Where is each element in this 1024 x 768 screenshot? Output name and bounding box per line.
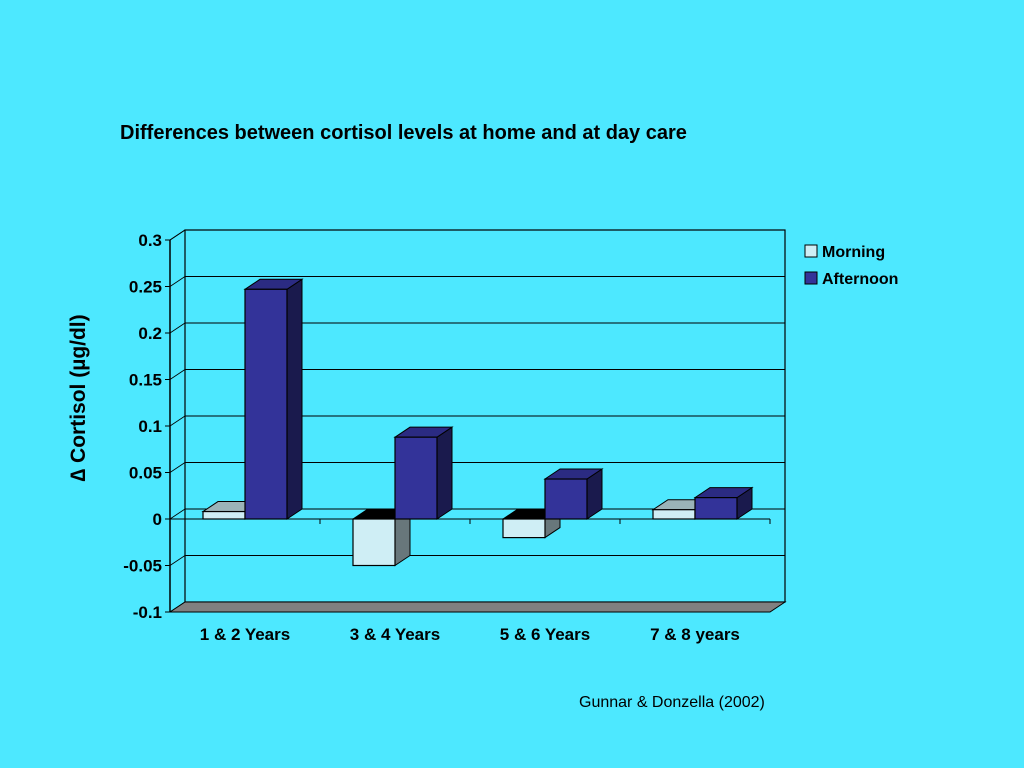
y-tick-label: 0	[153, 510, 162, 529]
legend-swatch-afternoon	[804, 271, 818, 285]
x-tick-label: 5 & 6 Years	[500, 625, 590, 644]
bar-front	[394, 436, 438, 520]
bar-front	[202, 510, 246, 520]
bar-afternoon-1	[243, 278, 304, 520]
y-tick-label: -0.1	[133, 603, 162, 622]
side-wall-tick	[169, 322, 186, 334]
bar-side	[286, 278, 303, 520]
bar-front	[694, 497, 738, 520]
source-citation: Gunnar & Donzella (2002)	[579, 694, 765, 711]
bar-side	[436, 426, 453, 520]
bar-afternoon-3	[543, 468, 604, 520]
chart-title: Differences between cortisol levels at h…	[120, 122, 687, 144]
side-wall-tick	[169, 276, 186, 287]
legend-label-morning: Morning	[822, 244, 885, 261]
y-tick-label: 0.2	[138, 324, 162, 343]
legend-label-afternoon: Afternoon	[822, 271, 898, 288]
y-tick-label: 0.15	[129, 371, 162, 390]
bar-afternoon-2	[393, 426, 454, 520]
y-tick-label: 0.1	[138, 417, 162, 436]
y-tick-label: 0.3	[138, 231, 162, 250]
bar-front	[544, 478, 588, 520]
y-tick-label: -0.05	[123, 557, 162, 576]
bar-front	[352, 518, 396, 567]
x-tick-label: 3 & 4 Years	[350, 625, 440, 644]
legend-swatch-morning	[804, 244, 818, 258]
x-tick-label: 1 & 2 Years	[200, 625, 290, 644]
side-wall-tick	[169, 555, 186, 566]
side-wall-tick	[169, 508, 186, 520]
x-tick-label: 7 & 8 years	[650, 625, 740, 644]
bar-afternoon-4	[693, 486, 754, 520]
bar-front	[244, 288, 288, 520]
bar-front	[502, 518, 546, 539]
side-wall-top	[169, 229, 186, 241]
y-tick-label: 0.05	[129, 464, 162, 483]
side-wall-tick	[169, 369, 186, 380]
bar-front	[652, 509, 696, 520]
legend: Morning Afternoon	[804, 244, 898, 288]
y-axis-label: ∆ Cortisol (µg/dl)	[67, 314, 90, 481]
y-tick-label: 0.25	[129, 278, 162, 297]
side-wall-tick	[169, 415, 186, 427]
plot-area: 0.3 0.25 0.2 0.15 0.1 0.05 0 -0.05 -0.1 1 & 2 Yea…	[123, 229, 787, 644]
floor	[168, 601, 787, 613]
side-wall-tick	[169, 462, 186, 473]
